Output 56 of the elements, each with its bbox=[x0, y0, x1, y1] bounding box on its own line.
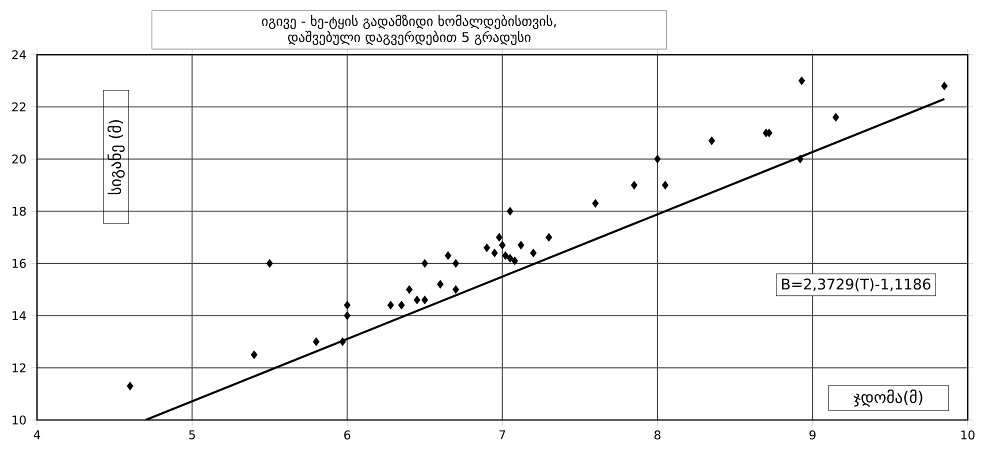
x-tick-label: 10 bbox=[961, 430, 975, 440]
point bbox=[941, 82, 948, 90]
y-tick-label: 20 bbox=[12, 154, 26, 164]
y-tick-label: 12 bbox=[12, 363, 26, 372]
point bbox=[708, 136, 716, 146]
point bbox=[484, 244, 490, 252]
point bbox=[414, 296, 420, 304]
x-tick-label: 7 bbox=[500, 430, 506, 440]
y-tick-label: 10 bbox=[12, 415, 26, 425]
point bbox=[312, 337, 320, 346]
y-tick-label: 14 bbox=[12, 311, 26, 320]
x-tick-label: 5 bbox=[189, 430, 195, 440]
point bbox=[491, 248, 498, 258]
point bbox=[506, 254, 514, 262]
point bbox=[437, 280, 444, 289]
point bbox=[422, 259, 428, 268]
point bbox=[266, 259, 273, 268]
point bbox=[506, 206, 514, 216]
point bbox=[398, 300, 405, 310]
point bbox=[530, 248, 537, 258]
y-tick-label: 24 bbox=[12, 50, 26, 60]
point bbox=[654, 154, 661, 164]
chart-title: იგივე - ხე-ტყის გადამზიდი ხომალდებისთვის, დაშვებული დაგვერდებით 5 გრადუსი bbox=[262, 14, 556, 46]
point bbox=[592, 199, 599, 208]
point bbox=[630, 180, 638, 190]
x-tick-label: 9 bbox=[810, 430, 816, 440]
point bbox=[250, 350, 258, 360]
point bbox=[339, 337, 346, 346]
point bbox=[444, 251, 452, 260]
point bbox=[452, 259, 460, 268]
point bbox=[511, 256, 518, 266]
point bbox=[796, 154, 804, 164]
x-tick-label: 8 bbox=[654, 430, 660, 440]
x-tick-label: 4 bbox=[34, 430, 40, 440]
point bbox=[344, 300, 350, 310]
y-tick-label: 18 bbox=[12, 206, 26, 216]
point bbox=[422, 296, 428, 304]
point bbox=[798, 76, 805, 86]
point bbox=[832, 113, 840, 122]
point bbox=[662, 180, 668, 190]
point bbox=[499, 240, 506, 250]
x-tick-label: 6 bbox=[344, 430, 350, 440]
point bbox=[126, 382, 134, 390]
point bbox=[546, 233, 552, 242]
x-axis-title: ჯდომა(მ) bbox=[854, 389, 922, 407]
y-tick-label: 22 bbox=[12, 102, 26, 112]
point bbox=[344, 311, 350, 320]
point bbox=[502, 251, 509, 260]
point bbox=[387, 300, 394, 310]
y-tick-label: 16 bbox=[12, 258, 26, 268]
point bbox=[496, 233, 503, 242]
point bbox=[518, 240, 524, 250]
y-axis-title: სიგანე (მ) bbox=[108, 120, 125, 194]
annotation: B=2,3729(T)-1,1186 bbox=[782, 278, 930, 292]
point bbox=[452, 285, 460, 294]
point bbox=[406, 285, 413, 294]
